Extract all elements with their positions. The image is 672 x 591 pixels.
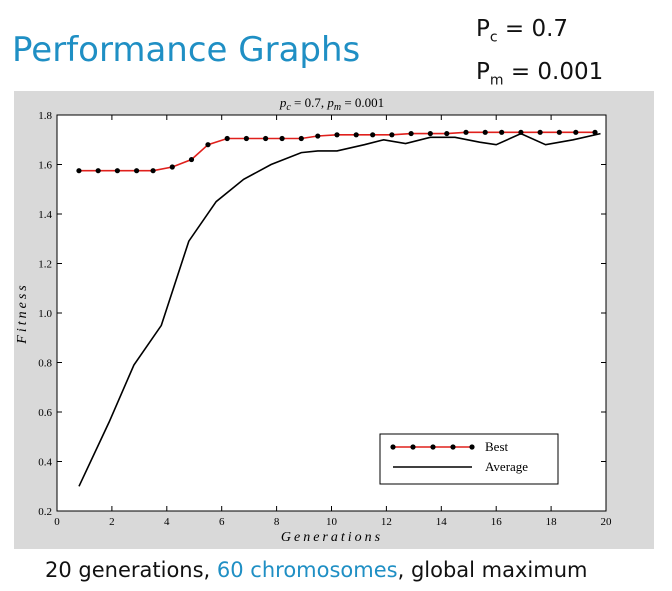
series-average xyxy=(78,132,601,487)
data-point-best xyxy=(298,135,304,142)
data-point-best xyxy=(263,135,269,142)
x-tick-label: 2 xyxy=(109,516,115,528)
legend-best-marker xyxy=(450,444,456,450)
y-tick-label: 0.2 xyxy=(38,506,52,518)
data-point-best xyxy=(556,129,562,135)
data-point-best xyxy=(76,168,82,174)
series-best xyxy=(76,129,598,174)
data-point-best xyxy=(499,129,505,135)
x-tick-label: 18 xyxy=(546,516,558,528)
axis-ticks: 0 2 4 6 8 10 12 14 16 18 20 0.2 0.4 0.6 0.8 1.0 1.2 1.4 1.… xyxy=(38,110,612,528)
caption-highlight: 60 chromosomes xyxy=(216,558,398,582)
data-point-best xyxy=(95,168,101,174)
legend: Best Average xyxy=(379,433,559,485)
data-point-best xyxy=(150,168,156,174)
data-point-best xyxy=(334,132,340,138)
y-tick-label: 1.6 xyxy=(38,160,52,172)
data-point-best xyxy=(518,129,524,135)
chart-title: pc = 0.7, pm = 0.001 xyxy=(279,95,384,113)
data-point-best xyxy=(592,129,598,135)
slide-title: Performance Graphs xyxy=(12,30,361,70)
y-tick-label: 0.4 xyxy=(38,457,52,469)
x-tick-label: 16 xyxy=(491,516,503,528)
y-tick-label: 0.6 xyxy=(38,407,52,419)
series-line-average xyxy=(78,132,601,487)
y-tick-label: 1.2 xyxy=(38,259,52,271)
data-point-best xyxy=(205,142,211,148)
data-point-best xyxy=(427,130,433,137)
x-tick-label: 20 xyxy=(601,516,613,528)
x-tick-label: 4 xyxy=(164,516,170,528)
y-tick-label: 1.8 xyxy=(38,110,52,122)
legend-average-label: Average xyxy=(485,459,528,474)
x-tick-label: 6 xyxy=(219,516,225,528)
data-point-best xyxy=(134,168,140,174)
param-pm: Pm = 0.001 xyxy=(476,58,604,89)
y-tick-label: 1.0 xyxy=(38,308,52,320)
data-point-best xyxy=(279,135,285,142)
data-point-best xyxy=(353,132,359,138)
data-point-best xyxy=(482,129,488,135)
data-point-best xyxy=(169,164,175,170)
y-tick-label: 1.4 xyxy=(38,209,52,221)
x-tick-label: 12 xyxy=(381,516,392,528)
x-axis-label: Generations xyxy=(281,530,383,545)
x-tick-label: 10 xyxy=(326,516,338,528)
data-point-best xyxy=(463,129,469,135)
data-point-best xyxy=(315,133,321,139)
data-point-best xyxy=(243,135,250,142)
slide-caption: 20 generations, 60 chromosomes, global m… xyxy=(45,558,588,582)
data-point-best xyxy=(389,132,395,138)
legend-best-marker xyxy=(469,444,475,450)
legend-box xyxy=(379,433,559,485)
x-tick-label: 0 xyxy=(54,516,60,528)
x-tick-label: 14 xyxy=(436,516,448,528)
data-point-best xyxy=(537,129,543,135)
legend-best-marker xyxy=(390,444,396,450)
data-point-best xyxy=(188,156,195,163)
data-point-best xyxy=(224,135,230,142)
parameter-block: Pc = 0.7 Pm = 0.001 xyxy=(476,12,603,97)
data-point-best xyxy=(573,129,579,135)
legend-best-marker xyxy=(410,444,416,450)
x-tick-label: 8 xyxy=(274,516,280,528)
legend-best-markers xyxy=(390,444,475,450)
legend-best-label: Best xyxy=(485,439,509,454)
data-point-best xyxy=(444,130,450,137)
y-axis-label: Fitness xyxy=(15,282,30,344)
performance-chart: pc = 0.7, pm = 0.001 0 2 4 6 8 10 12 14 16 18 20 0.… xyxy=(14,91,654,549)
param-pc: Pc = 0.7 xyxy=(476,16,569,46)
y-tick-label: 0.8 xyxy=(38,358,52,370)
legend-best-marker xyxy=(430,444,436,450)
data-point-best xyxy=(408,130,414,137)
data-point-best xyxy=(370,132,376,138)
data-point-best xyxy=(114,168,120,174)
